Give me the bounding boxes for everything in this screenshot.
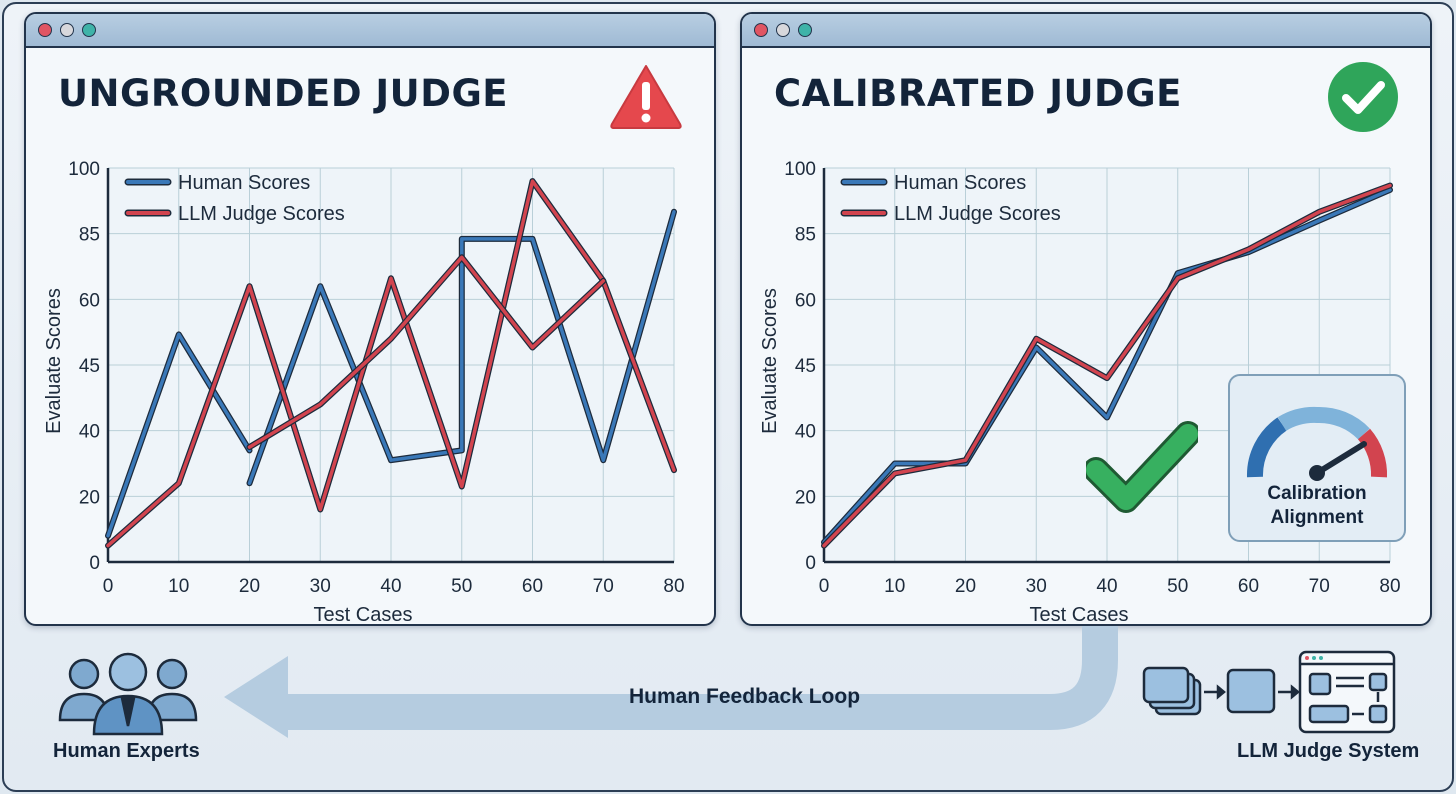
- feedback-loop-label: Human Feedback Loop: [629, 685, 861, 708]
- y-tick-label: 40: [79, 422, 100, 443]
- y-tick-label: 100: [784, 159, 816, 180]
- gauge-label-line2: Alignment: [1270, 507, 1364, 528]
- x-tick-label: 20: [239, 576, 260, 597]
- ungrounded-line-chart: 0 10 20 30 40 50 60 70 80 0 20 40 45 60 85 100 Test Case…: [43, 159, 685, 624]
- ungrounded-judge-window: UNGROUNDED JUDGE 0 10 20 30 40 50 60 70 80 0 20 40 4…: [24, 12, 716, 626]
- window-titlebar: [26, 14, 714, 48]
- panel-title: CALIBRATED JUDGE: [774, 72, 1182, 115]
- y-tick-label: 40: [795, 422, 816, 443]
- y-tick-label: 20: [795, 487, 816, 508]
- x-tick-label: 50: [451, 576, 472, 597]
- y-tick-label: 100: [68, 159, 100, 180]
- calibrated-judge-window: CALIBRATED JUDGE 0 10 20 30 40 50 60 70 80 0 20 40 4…: [740, 12, 1432, 626]
- x-tick-label: 20: [955, 576, 976, 597]
- legend-label: Human Scores: [178, 172, 310, 194]
- y-tick-label: 0: [805, 553, 816, 574]
- y-tick-label: 20: [79, 487, 100, 508]
- x-tick-label: 10: [884, 576, 905, 597]
- x-tick-label: 50: [1167, 576, 1188, 597]
- legend-label: LLM Judge Scores: [894, 203, 1061, 225]
- panel-title: UNGROUNDED JUDGE: [58, 72, 509, 115]
- y-tick-label: 0: [89, 553, 100, 574]
- series-line: [822, 183, 1392, 548]
- y-tick-label: 45: [795, 356, 816, 377]
- gauge-icon: [1247, 406, 1388, 481]
- y-tick-label: 60: [79, 290, 100, 311]
- gauge-label-line1: Calibration: [1267, 483, 1367, 504]
- warning-icon: [610, 65, 682, 129]
- calibration-gauge-card: Calibration Alignment: [1228, 374, 1406, 542]
- x-axis-label: Test Cases: [1030, 604, 1129, 624]
- legend-label: LLM Judge Scores: [178, 203, 345, 225]
- y-axis-label: Evaluate Scores: [759, 288, 781, 434]
- human-experts-icon: [58, 652, 198, 736]
- y-tick-label: 60: [795, 290, 816, 311]
- maximize-dot-icon: [82, 23, 96, 37]
- x-tick-label: 40: [380, 576, 401, 597]
- llm-judge-system-label: LLM Judge System: [1237, 740, 1420, 762]
- x-tick-label: 30: [310, 576, 331, 597]
- x-tick-label: 60: [1238, 576, 1259, 597]
- x-tick-label: 10: [168, 576, 189, 597]
- checkmark-circle-icon: [1328, 62, 1398, 132]
- window-titlebar: [742, 14, 1430, 48]
- close-dot-icon: [38, 23, 52, 37]
- close-dot-icon: [754, 23, 768, 37]
- x-tick-label: 40: [1096, 576, 1117, 597]
- llm-judge-system-icon: [1142, 650, 1396, 734]
- series-line: [106, 332, 252, 538]
- x-tick-label: 80: [1379, 576, 1400, 597]
- x-tick-label: 70: [593, 576, 614, 597]
- x-tick-label: 0: [819, 576, 830, 597]
- y-axis-label: Evaluate Scores: [43, 288, 65, 434]
- series-line: [822, 188, 1392, 545]
- minimize-dot-icon: [776, 23, 790, 37]
- x-axis-label: Test Cases: [314, 604, 413, 624]
- x-tick-label: 60: [522, 576, 543, 597]
- y-tick-label: 85: [795, 225, 816, 246]
- minimize-dot-icon: [60, 23, 74, 37]
- x-tick-label: 80: [663, 576, 684, 597]
- human-experts-label: Human Experts: [53, 740, 200, 762]
- x-tick-label: 0: [103, 576, 114, 597]
- maximize-dot-icon: [798, 23, 812, 37]
- series-line: [247, 210, 676, 485]
- y-tick-label: 45: [79, 356, 100, 377]
- x-tick-label: 70: [1309, 576, 1330, 597]
- checkmark-icon: [1086, 421, 1198, 513]
- y-tick-label: 85: [79, 225, 100, 246]
- legend-label: Human Scores: [894, 172, 1026, 194]
- series-line: [106, 179, 676, 548]
- x-tick-label: 30: [1026, 576, 1047, 597]
- series-line: [247, 255, 606, 449]
